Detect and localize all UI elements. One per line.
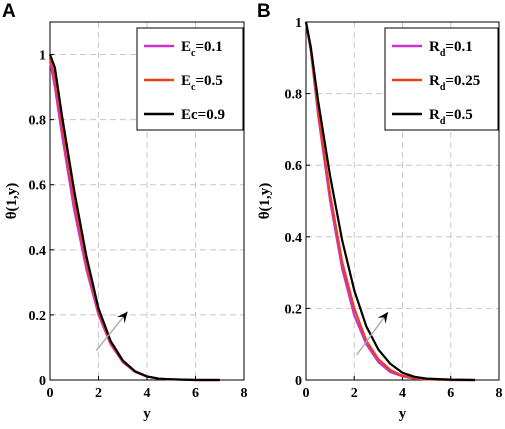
panel-b-legend-label-sub: d (440, 48, 446, 59)
panel-b-legend-label-rest: =0.1 (445, 39, 472, 55)
panel-a-legend: Ec=0.1Ec=0.5Ec=0.9 (136, 27, 244, 131)
panel-a-legend-label-sub: c (191, 48, 196, 59)
panel-b-y-tick-label: 0.6 (285, 159, 303, 174)
panel-b-legend-label-main: R (429, 73, 440, 89)
panel-a-legend-label-main: E (181, 39, 191, 55)
panel-b-x-tick-label: 4 (399, 386, 406, 401)
panel-a-letter: A (2, 1, 16, 22)
panel-a-arrow-shaft (95, 311, 129, 352)
panel-a-y-ticks: 0 0.2 0.4 0.6 0.8 1 (29, 49, 54, 389)
panel-b-trend-arrow (356, 311, 389, 356)
panel-a-trend-arrow (95, 311, 129, 352)
panel-a-x-tick-label: 2 (95, 386, 102, 401)
panel-b-legend-label-rest: =0.25 (445, 73, 480, 89)
panel-a-x-tick-label: 8 (241, 386, 248, 401)
panel-b-letter: B (257, 1, 271, 22)
panel-a-x-tick-label: 6 (192, 386, 199, 401)
panel-a-legend-label-rest: =0.9 (198, 107, 225, 123)
panel-b-x-tick-label: 0 (303, 386, 310, 401)
panel-b-legend-label-rest: =0.5 (445, 107, 472, 123)
panel-a-legend-label-rest: =0.1 (195, 39, 222, 55)
panel-a-legend-label: Ec=0.5 (181, 73, 223, 93)
panel-a-y-tick-label: 0.8 (29, 114, 47, 129)
panel-a-x-tick-label: 4 (144, 386, 151, 401)
panel-b-arrow-head (377, 311, 389, 324)
panel-a-y-tick-label: 1 (39, 49, 46, 64)
panel-b-legend-label: Rd=0.5 (429, 107, 473, 127)
panel-a-y-tick-label: 0 (39, 374, 46, 389)
panel-b-legend-label-main: R (429, 39, 440, 55)
panel-b-series-lines (304, 21, 475, 382)
panel-b-legend-label: Rd=0.1 (429, 39, 473, 59)
panel-b-x-tick-label: 2 (351, 386, 358, 401)
panel-b-y-tick-label: 1 (295, 16, 302, 31)
panel-b-legend-label-main: R (429, 107, 440, 123)
panel-a-arrow-head (116, 311, 128, 324)
panel-a-series-lines (48, 54, 220, 382)
panel-b-legend-label-sub: d (440, 82, 446, 93)
panel-b-y-tick-label: 0 (295, 374, 302, 389)
panel-a-legend-label-rest: =0.5 (195, 73, 222, 89)
panel-a-x-ticks: 0 2 4 6 8 (47, 376, 248, 401)
panel-a-legend-label-main: Ec (181, 107, 198, 123)
panel-b-y-ticks: 0 0.2 0.4 0.6 0.8 1 (285, 16, 310, 389)
panel-a-legend-label-sub: c (191, 82, 196, 93)
panel-b-y-tick-label: 0.2 (285, 302, 303, 317)
panel-b-y-tick-label: 0.4 (285, 231, 303, 246)
panel-a-x-label: y (143, 406, 151, 422)
panel-a-y-tick-label: 0.4 (29, 244, 47, 259)
panel-a-legend-label: Ec=0.1 (181, 39, 223, 59)
panel-a-series-line (48, 54, 220, 382)
panel-a-legend-label: Ec=0.9 (181, 107, 225, 123)
panel-a-x-tick-label: 0 (47, 386, 54, 401)
panel-b-legend-label-sub: d (440, 116, 446, 127)
panel-b-x-tick-label: 8 (496, 386, 503, 401)
panel-b-legend-label: Rd=0.25 (429, 73, 480, 93)
panel-a-y-tick-label: 0.2 (29, 309, 47, 324)
panel-b-y-label: θ(1,y) (257, 183, 273, 220)
panel-b-arrow-shaft (356, 311, 389, 356)
panel-b-series-line (304, 21, 475, 382)
panel-b-x-label: y (399, 406, 407, 422)
panel-b-y-tick-label: 0.8 (285, 88, 303, 103)
panel-a-y-label: θ(1,y) (4, 183, 20, 220)
panel-a-legend-label-main: E (181, 73, 191, 89)
panel-a-y-tick-label: 0.6 (29, 179, 47, 194)
panel-b-x-tick-label: 6 (447, 386, 454, 401)
